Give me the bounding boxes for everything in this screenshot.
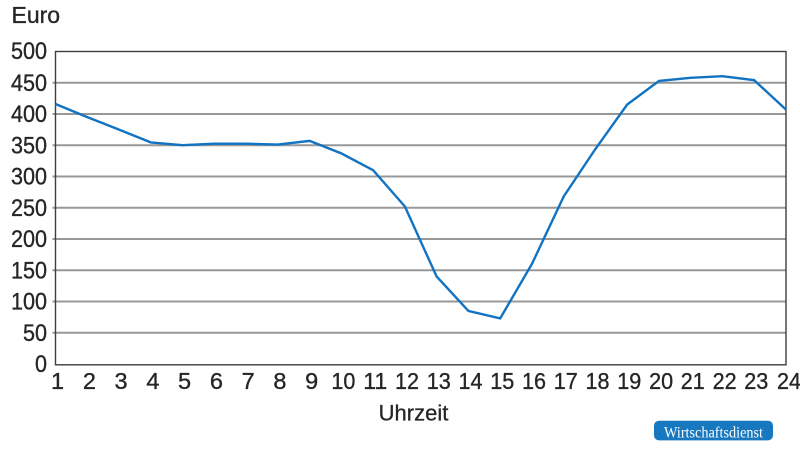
svg-text:8: 8	[273, 368, 286, 394]
svg-text:12: 12	[395, 368, 419, 394]
svg-text:9: 9	[305, 368, 318, 394]
svg-text:22: 22	[713, 368, 737, 394]
svg-text:4: 4	[146, 368, 159, 394]
svg-text:250: 250	[11, 195, 47, 222]
svg-text:100: 100	[11, 289, 47, 316]
svg-text:200: 200	[11, 226, 47, 253]
svg-text:14: 14	[459, 368, 483, 394]
svg-text:500: 500	[11, 38, 47, 65]
svg-text:5: 5	[178, 368, 191, 394]
svg-text:3: 3	[115, 368, 128, 394]
svg-text:300: 300	[11, 164, 47, 191]
svg-text:0: 0	[35, 351, 47, 378]
svg-text:150: 150	[11, 257, 47, 284]
svg-text:16: 16	[522, 368, 546, 394]
svg-text:6: 6	[210, 368, 223, 394]
svg-text:21: 21	[681, 368, 705, 394]
svg-text:17: 17	[554, 368, 578, 394]
svg-text:Euro: Euro	[12, 2, 61, 28]
svg-text:1: 1	[51, 368, 64, 394]
svg-text:10: 10	[331, 368, 355, 394]
svg-text:19: 19	[617, 368, 641, 394]
svg-text:24: 24	[777, 368, 800, 394]
svg-text:Wirtschaftsdienst: Wirtschaftsdienst	[664, 425, 763, 442]
svg-text:450: 450	[11, 70, 47, 97]
svg-text:18: 18	[586, 368, 610, 394]
svg-text:23: 23	[744, 368, 768, 394]
svg-text:20: 20	[649, 368, 673, 394]
svg-text:15: 15	[490, 368, 514, 394]
svg-text:2: 2	[83, 368, 96, 394]
svg-text:13: 13	[427, 368, 451, 394]
svg-text:Uhrzeit: Uhrzeit	[379, 401, 449, 426]
svg-text:50: 50	[23, 320, 47, 347]
svg-text:11: 11	[363, 368, 387, 394]
svg-text:400: 400	[11, 101, 47, 128]
svg-text:350: 350	[11, 132, 47, 159]
svg-text:7: 7	[242, 368, 255, 394]
